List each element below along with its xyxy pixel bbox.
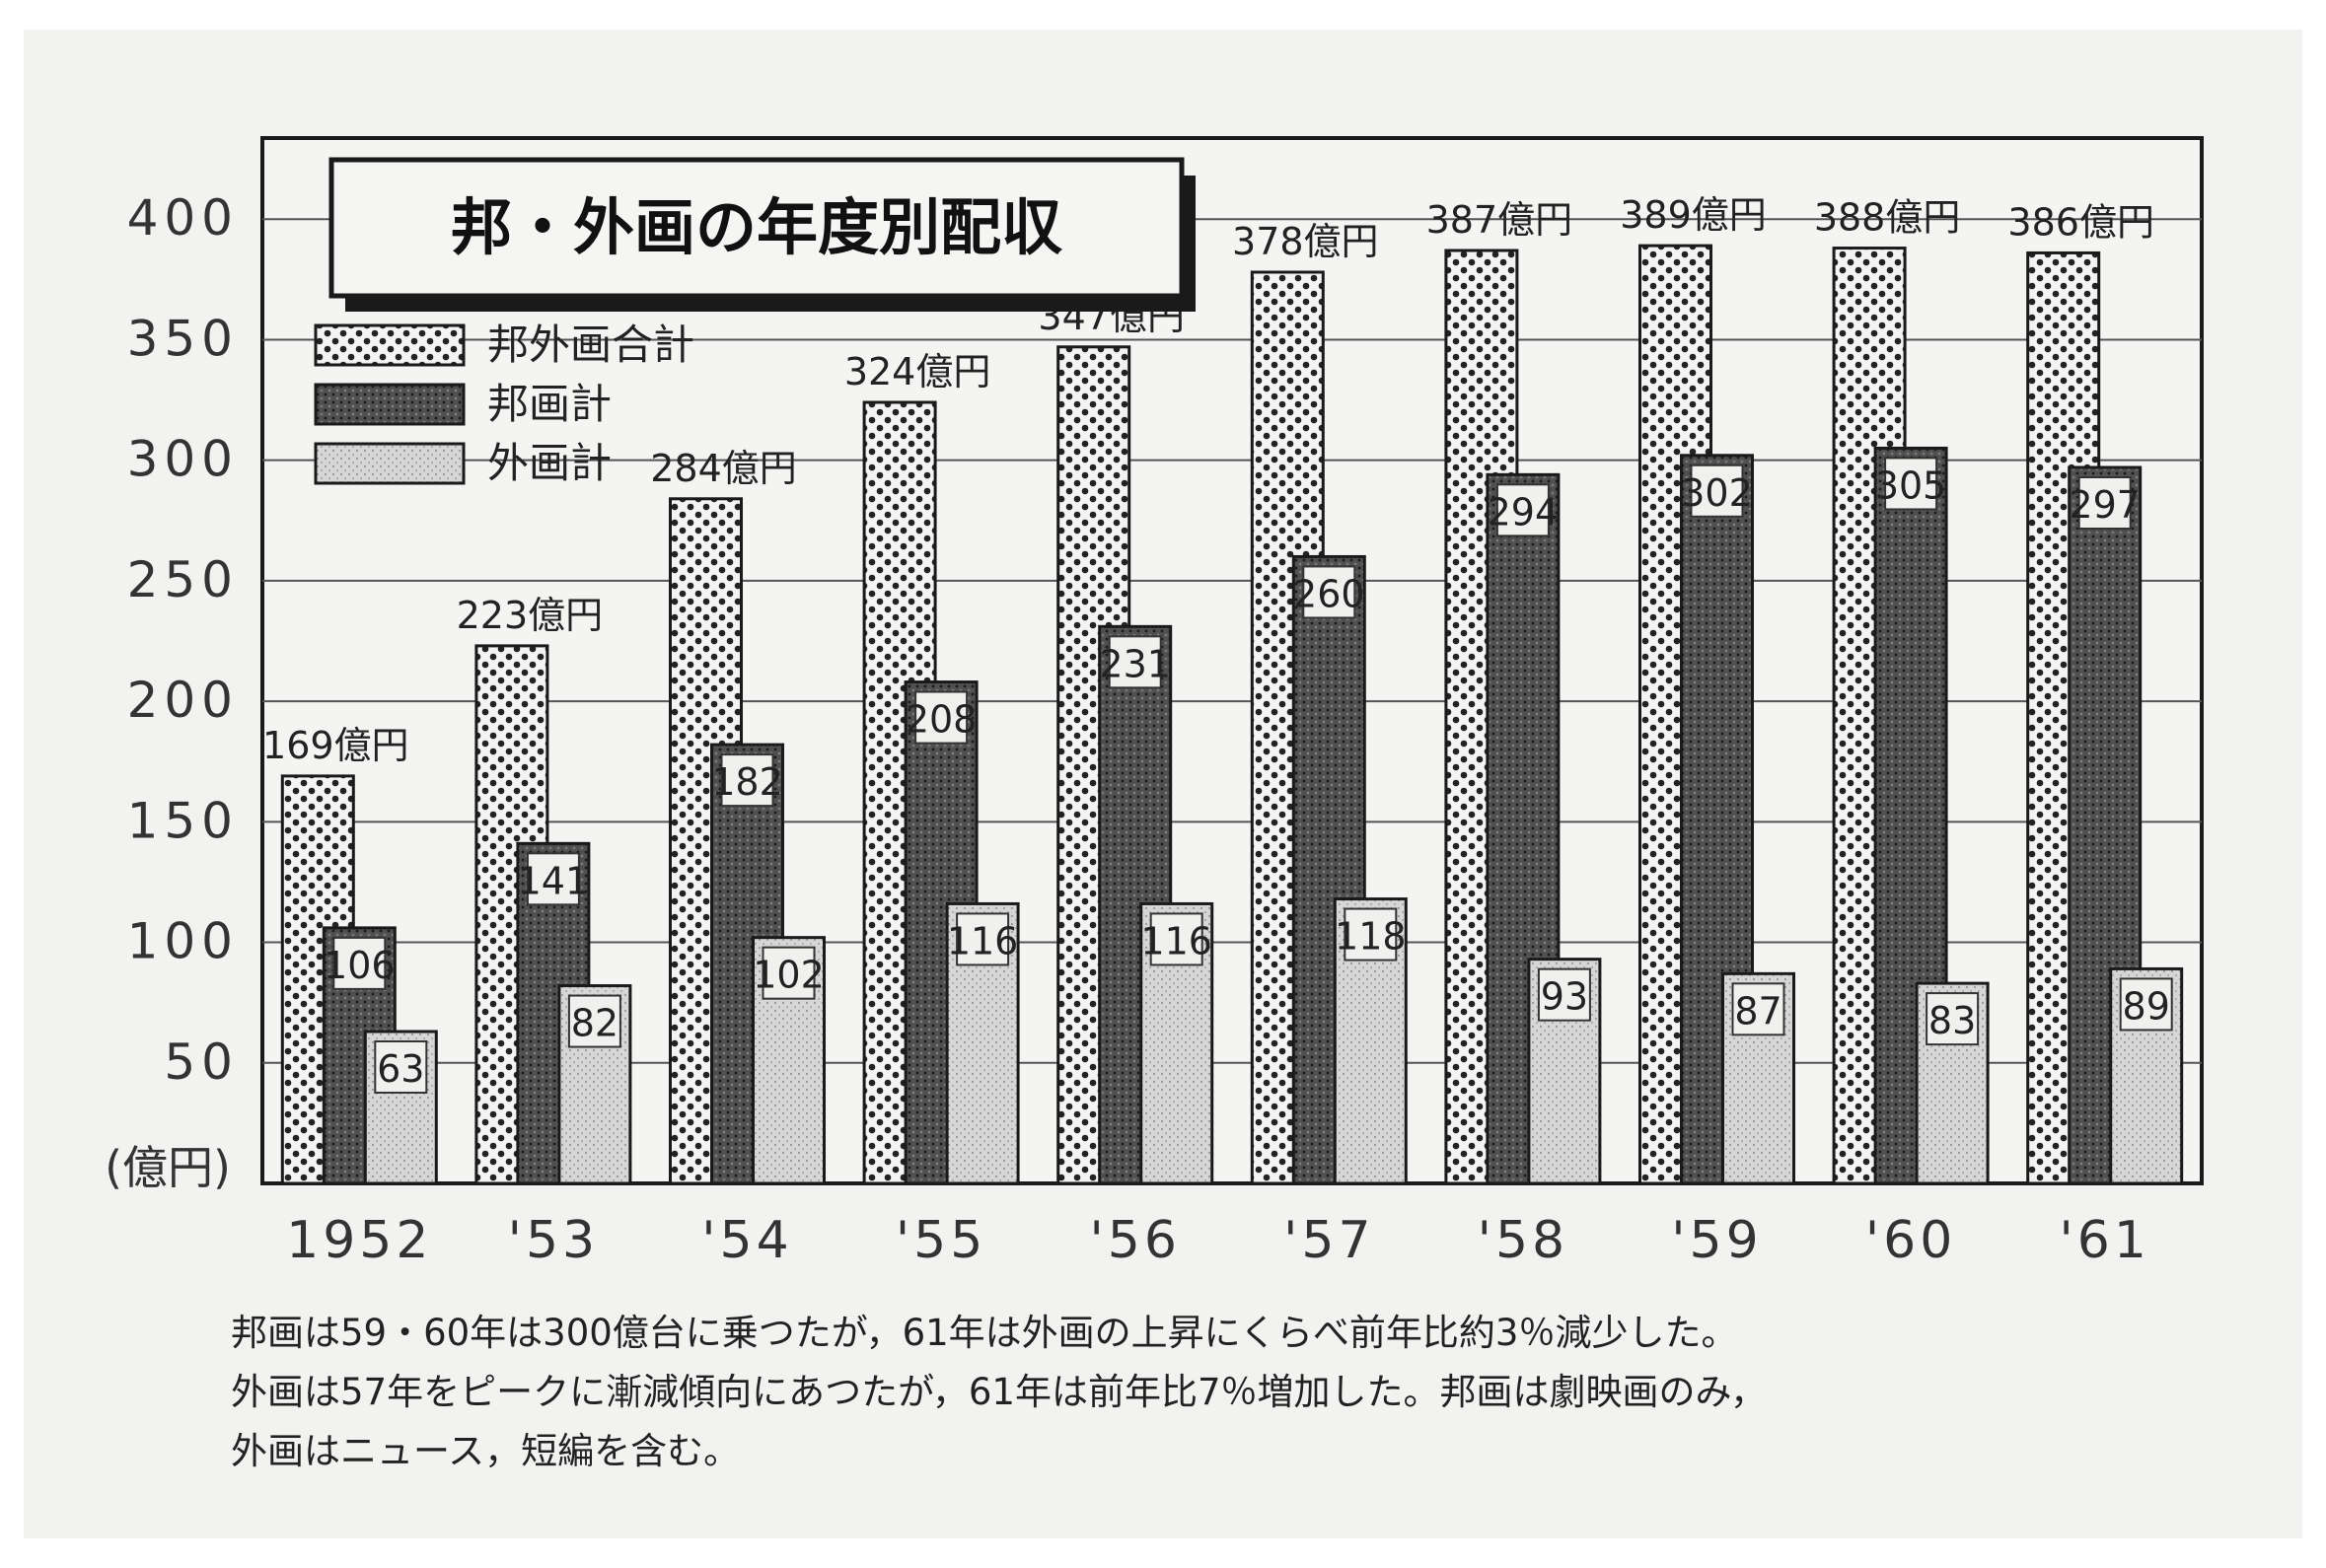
data-label: 82 bbox=[571, 1002, 618, 1045]
data-label: 106 bbox=[324, 944, 396, 987]
data-label: 182 bbox=[711, 760, 783, 804]
x-tick-label: '54 bbox=[701, 1211, 792, 1270]
data-label: 116 bbox=[1140, 919, 1212, 962]
y-tick-label: 300 bbox=[127, 431, 239, 488]
chart-title: 邦・外画の年度別配収 bbox=[451, 191, 1062, 263]
y-tick-label: 400 bbox=[127, 189, 239, 247]
total-label: 389億円 bbox=[1620, 193, 1767, 237]
data-label: 118 bbox=[1335, 915, 1407, 959]
x-tick-label: '61 bbox=[2059, 1211, 2149, 1270]
data-label-box bbox=[1926, 992, 1980, 1046]
data-label: 297 bbox=[2069, 483, 2141, 527]
data-label-box bbox=[526, 852, 580, 906]
data-label-box bbox=[956, 912, 1010, 966]
data-label-box bbox=[2119, 977, 2173, 1032]
legend-swatch bbox=[314, 442, 466, 485]
data-label: 116 bbox=[947, 919, 1019, 962]
data-label-box bbox=[332, 936, 387, 990]
data-label-box bbox=[1690, 463, 1744, 518]
x-tick-label: '55 bbox=[896, 1211, 986, 1270]
y-axis-unit: (億円) bbox=[105, 1141, 231, 1194]
data-label: 294 bbox=[1488, 490, 1560, 534]
data-label-box bbox=[720, 753, 774, 808]
data-label-box bbox=[914, 690, 969, 745]
y-tick-label: 350 bbox=[127, 310, 239, 367]
caption-line: 外画はニュース，短編を含む。 bbox=[231, 1430, 741, 1472]
title-box: 邦・外画の年度別配収 bbox=[328, 157, 1196, 312]
total-label: 223億円 bbox=[457, 594, 604, 637]
data-label: 208 bbox=[906, 698, 978, 742]
caption-line: 外画は57年をピークに漸減傾向にあつたが，61年は前年比7％増加した。邦画は劇映… bbox=[231, 1371, 1767, 1413]
data-label-box bbox=[2077, 476, 2132, 530]
legend-label: 外画計 bbox=[487, 439, 612, 487]
x-tick-label: '60 bbox=[1865, 1211, 1956, 1270]
total-label: 388億円 bbox=[1814, 196, 1961, 240]
data-label: 302 bbox=[1681, 471, 1753, 515]
bars: 106 63 169億円 141 82 223億円 182 102 284億円 208 116 324… bbox=[262, 193, 2184, 1185]
x-axis-ticks: 1952 '53 '54 '55 '56 '57 '58 '59 '60 '61 bbox=[286, 1211, 2149, 1270]
legend-label: 邦画計 bbox=[487, 380, 612, 428]
data-label: 231 bbox=[1099, 642, 1171, 685]
x-tick-label: '56 bbox=[1089, 1211, 1180, 1270]
y-tick-label: 150 bbox=[127, 792, 239, 849]
data-label: 102 bbox=[753, 954, 825, 997]
legend-swatch bbox=[314, 323, 466, 367]
data-label: 93 bbox=[1541, 975, 1588, 1019]
x-tick-label: '53 bbox=[508, 1211, 599, 1270]
total-label: 284億円 bbox=[650, 447, 797, 490]
y-tick-label: 250 bbox=[127, 551, 239, 608]
data-label: 89 bbox=[2123, 984, 2170, 1028]
total-label: 169億円 bbox=[262, 724, 409, 767]
legend-swatch bbox=[314, 383, 466, 426]
data-label-box bbox=[1149, 912, 1203, 966]
data-label: 63 bbox=[377, 1047, 424, 1091]
total-label: 324億円 bbox=[844, 350, 991, 393]
caption-line: 邦画は59・60年は300億台に乗つたが，61年は外画の上昇にくらべ前年比約3％… bbox=[231, 1312, 1738, 1354]
x-tick-label: '57 bbox=[1283, 1211, 1374, 1270]
x-tick-label: '59 bbox=[1671, 1211, 1762, 1270]
y-tick-label: 100 bbox=[127, 913, 239, 970]
legend-label: 邦外画合計 bbox=[487, 321, 694, 369]
data-label-box bbox=[1537, 967, 1591, 1022]
data-label-box bbox=[1495, 483, 1550, 537]
x-tick-label: 1952 bbox=[286, 1211, 432, 1270]
y-tick-label: 50 bbox=[164, 1033, 239, 1091]
data-label-box bbox=[1302, 565, 1356, 619]
data-label-box bbox=[567, 994, 621, 1048]
y-tick-label: 200 bbox=[127, 672, 239, 729]
page: 50 100 150 200 250 300 350 400 (億円) 106 63 169億円 1… bbox=[24, 30, 2302, 1538]
data-label-box bbox=[1731, 982, 1785, 1036]
data-label-box bbox=[1344, 907, 1398, 962]
total-label: 378億円 bbox=[1232, 220, 1379, 263]
data-label: 87 bbox=[1734, 989, 1781, 1033]
data-label-box bbox=[374, 1040, 428, 1094]
total-label: 387億円 bbox=[1426, 198, 1573, 242]
data-label: 141 bbox=[518, 859, 590, 902]
data-label-box bbox=[1884, 457, 1938, 511]
caption: 邦画は59・60年は300億台に乗つたが，61年は外画の上昇にくらべ前年比約3％… bbox=[231, 1304, 2204, 1481]
total-label: 386億円 bbox=[2007, 200, 2154, 244]
y-axis-ticks: 50 100 150 200 250 300 350 400 bbox=[127, 189, 239, 1091]
data-label: 260 bbox=[1293, 572, 1365, 615]
data-label: 305 bbox=[1875, 463, 1947, 507]
x-tick-label: '58 bbox=[1478, 1211, 1568, 1270]
data-label-box bbox=[1108, 635, 1162, 689]
data-label-box bbox=[762, 946, 816, 1000]
data-label: 83 bbox=[1928, 999, 1976, 1042]
